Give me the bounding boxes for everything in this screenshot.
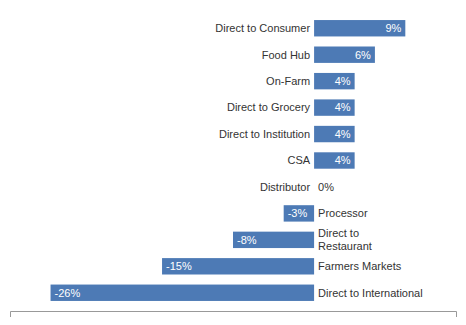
category-label: Direct toRestaurant	[318, 227, 372, 252]
category-label: Food Hub	[262, 49, 310, 61]
bar	[233, 232, 314, 248]
category-label: Direct to Consumer	[215, 22, 310, 34]
category-label: Processor	[318, 207, 368, 219]
data-label: 4%	[335, 75, 351, 87]
category-label: Direct to Institution	[219, 128, 310, 140]
category-label: Farmers Markets	[318, 260, 402, 272]
bar	[314, 47, 375, 63]
data-label: 4%	[335, 128, 351, 140]
data-label: -26%	[55, 287, 81, 299]
labels: 9% 6% 4% 4% 4% 4% 0% -3% -8% -15% -26% Direct to Co…	[55, 22, 423, 298]
category-label: On-Farm	[266, 75, 310, 87]
data-label: -8%	[237, 234, 257, 246]
x-axis-line	[11, 312, 457, 318]
bar	[284, 205, 314, 221]
bar	[314, 126, 355, 142]
bar	[314, 73, 355, 89]
category-label: Direct to International	[318, 287, 423, 299]
bar	[51, 285, 315, 301]
data-label: -15%	[166, 260, 192, 272]
bar	[162, 258, 314, 274]
plot: 9% 6% 4% 4% 4% 4% 0% -3% -8% -15% -26% Direct to Co…	[11, 20, 457, 317]
bar	[314, 20, 405, 36]
bar	[314, 179, 315, 195]
data-label: 0%	[318, 181, 334, 193]
x-axis	[11, 312, 457, 318]
category-label: CSA	[287, 154, 310, 166]
bar	[314, 99, 355, 115]
data-label: 9%	[385, 22, 401, 34]
category-label: Direct to Grocery	[227, 101, 311, 113]
data-label: 4%	[335, 154, 351, 166]
data-label: 6%	[355, 49, 371, 61]
bars	[51, 20, 406, 301]
chart: 9% 6% 4% 4% 4% 4% 0% -3% -8% -15% -26% Direct to Co…	[0, 0, 466, 325]
data-label: -3%	[288, 207, 308, 219]
category-label: Distributor	[260, 181, 310, 193]
data-label: 4%	[335, 101, 351, 113]
bar	[314, 152, 355, 168]
